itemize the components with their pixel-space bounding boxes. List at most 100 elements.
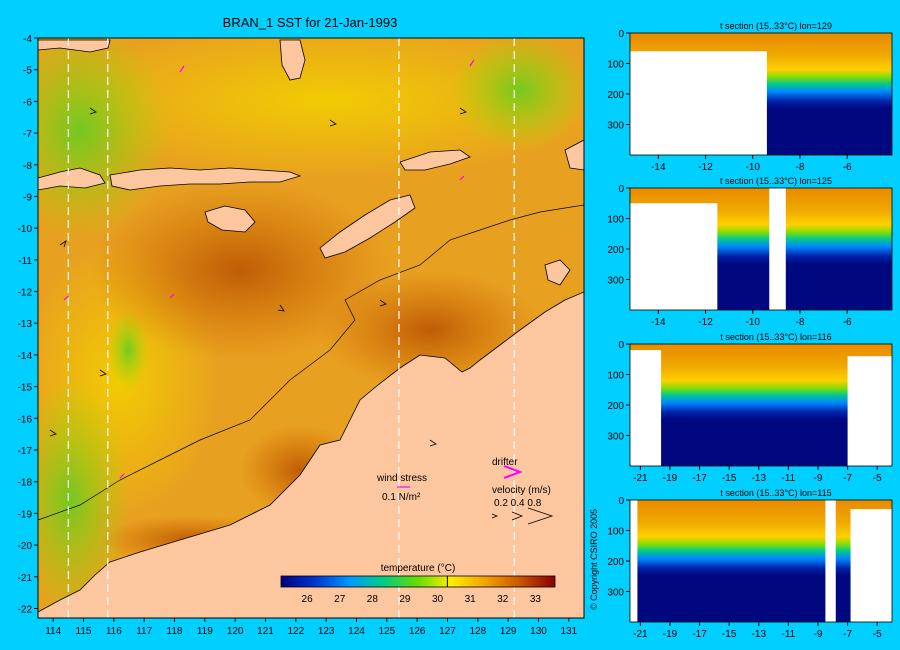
section-y-tick-label: 200 [607, 245, 624, 256]
map-x-tick-label: 130 [530, 626, 547, 637]
section-x-tick-label: -11 [782, 629, 796, 640]
section-y-tick-label: 300 [607, 276, 624, 287]
map-x-tick-label: 120 [227, 626, 244, 637]
section-panel: t section (15..33°C) lon=115 -21 -19 -17 -15… [607, 488, 893, 640]
australia-landmass [38, 291, 584, 618]
section-x-tick-label: -9 [814, 629, 823, 640]
section-x-tick-label: -21 [633, 473, 648, 484]
section-y-tick-label: 200 [607, 401, 624, 412]
section-seafloor [847, 356, 892, 466]
map-y-tick-label: -8 [23, 161, 32, 172]
section-y-tick-label: 200 [607, 557, 624, 568]
section-x-tick-label: -9 [814, 473, 823, 484]
island-sulawesi-south [279, 39, 306, 81]
section-x-tick-label: -14 [651, 317, 666, 328]
map-x-tick-label: 122 [287, 626, 304, 637]
map-x-tick-label: 114 [45, 626, 61, 637]
map-x-tick-label: 126 [409, 626, 426, 637]
velocity-label: velocity (m/s) [492, 485, 551, 496]
map-x-tick-label: 118 [167, 626, 183, 637]
section-x-tick-label: -19 [663, 473, 678, 484]
section-y-tick-label: 300 [607, 588, 624, 599]
southwest-green-field [38, 380, 130, 618]
section-panel: t section (15..33°C) lon=129 -14 -12 -10 -8 -… [607, 21, 893, 173]
section-x-tick-label: -13 [752, 629, 767, 640]
section-x-tick-label: -21 [633, 629, 648, 640]
section-x-tick-label: -15 [722, 473, 737, 484]
map-x-ticks: 114 115 116 117 118 119 120 121 122 123 124 125 126 1… [45, 618, 578, 637]
island-java [38, 167, 106, 191]
section-x-tick-label: -5 [873, 473, 882, 484]
section-y-tick-label: 0 [618, 29, 624, 40]
map-y-tick-label: -4 [23, 34, 32, 45]
map-x-tick-label: 129 [500, 626, 517, 637]
section-x-tick-label: -8 [795, 162, 804, 173]
section-seafloor [825, 500, 836, 622]
island-flores-east [399, 149, 471, 171]
section-y-tick-label: 0 [618, 496, 624, 507]
section-x-tick-label: -12 [698, 317, 713, 328]
map-x-tick-label: 123 [318, 626, 335, 637]
northwest-green-field [38, 38, 170, 240]
section-y-tick-label: 300 [607, 121, 624, 132]
section-x-tick-label: -10 [746, 162, 761, 173]
section-title: t section (15..33°C) lon=129 [720, 21, 832, 31]
section-seafloor [630, 350, 662, 466]
section-x-tick-label: -15 [722, 629, 737, 640]
wind-stress-label: wind stress [376, 473, 427, 484]
section-y-tick-label: 100 [607, 60, 624, 71]
map-y-tick-label: -15 [18, 383, 33, 394]
section-x-tick-label: -17 [692, 629, 707, 640]
section-title: t section (15..33°C) lon=115 [720, 488, 831, 498]
section-y-tick-label: 100 [607, 527, 624, 538]
section-y-tick-label: 0 [618, 340, 624, 351]
north-central-green-field [450, 38, 584, 150]
map-y-tick-label: -21 [18, 573, 33, 584]
map-y-ticks: -4 -5 -6 -7 -8 -9 -10 -11 -12 -13 -14 -15 -16 -17 -18 -… [18, 34, 38, 615]
colorbar-title: temperature (°C) [381, 563, 456, 574]
colorbar-tick-label: 30 [432, 594, 444, 605]
wind-stress-value: 0.1 N/m² [382, 492, 421, 503]
section-y-tick-label: 100 [607, 215, 624, 226]
colorbar [280, 575, 556, 588]
wind-arrows [49, 107, 467, 447]
section-y-tick-label: 300 [607, 432, 624, 443]
sst-map [38, 38, 584, 618]
map-y-tick-label: -10 [18, 224, 33, 235]
section-y-tick-label: 200 [607, 90, 624, 101]
map-x-tick-label: 127 [439, 626, 456, 637]
map-y-tick-label: -20 [18, 541, 33, 552]
map-y-tick-label: -7 [23, 129, 32, 140]
section-y-tick-label: 0 [618, 184, 624, 195]
map-y-tick-label: -17 [18, 446, 33, 457]
map-x-tick-label: 128 [469, 626, 486, 637]
island-borneo-tip [38, 39, 111, 53]
map-y-tick-label: -22 [18, 604, 33, 615]
section-x-tick-label: -11 [782, 473, 796, 484]
section-seafloor [630, 203, 718, 310]
section-x-tick-label: -13 [752, 473, 767, 484]
section-y-tick-label: 100 [607, 371, 624, 382]
section-temperature-field [630, 500, 892, 622]
map-x-tick-label: 131 [560, 626, 577, 637]
map-y-tick-label: -13 [18, 319, 33, 330]
map-x-tick-label: 117 [136, 626, 152, 637]
section-panels: t section (15..33°C) lon=129 -14 -12 -10 -8 -… [607, 21, 893, 640]
section-title: t section (15..33°C) lon=116 [720, 332, 831, 342]
map-x-tick-label: 116 [106, 626, 122, 637]
island-sumba [204, 205, 256, 233]
colorbar-tick-label: 29 [399, 594, 411, 605]
velocity-arrows-icon [491, 507, 554, 525]
colorbar-tick-label: 31 [465, 594, 477, 605]
colorbar-tick-label: 28 [367, 594, 379, 605]
island-lombok-chain [109, 167, 302, 191]
map-x-tick-label: 115 [76, 626, 92, 637]
map-y-tick-label: -19 [18, 509, 33, 520]
colorbar-tick-label: 26 [302, 594, 314, 605]
north-warm-field [50, 38, 584, 180]
section-panel: t section (15..33°C) lon=125 -14 -12 -10 -8 -… [607, 176, 893, 328]
copyright-text: © Copyright CSIRO 2005 [589, 509, 599, 610]
drifter-label: drifter [492, 457, 518, 468]
section-title: t section (15..33°C) lon=125 [720, 176, 832, 186]
